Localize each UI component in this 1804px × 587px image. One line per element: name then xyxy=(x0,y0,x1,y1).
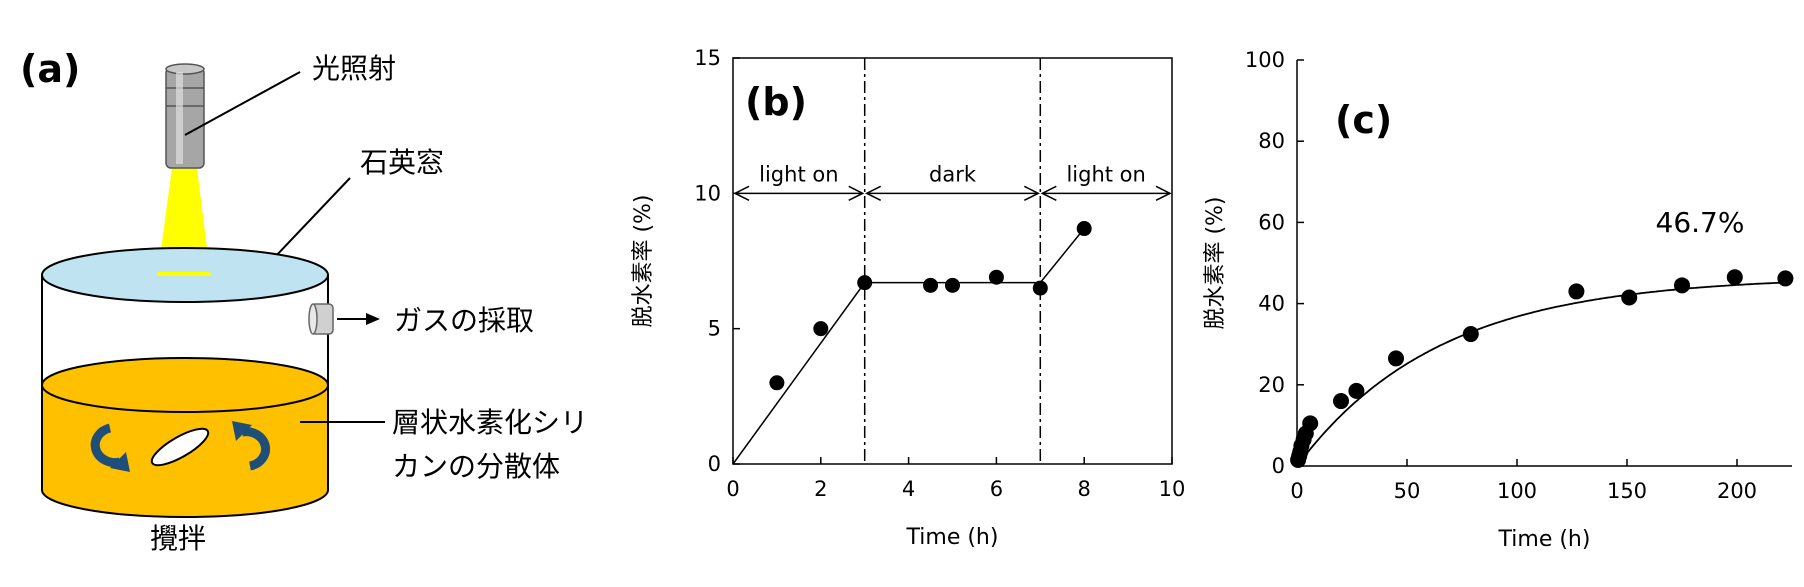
x-tick-label: 50 xyxy=(1394,479,1421,503)
x-tick-label: 0 xyxy=(1290,479,1303,503)
liquid-surface xyxy=(41,357,329,413)
data-point xyxy=(1388,350,1404,367)
fit-curve xyxy=(1296,281,1786,467)
fit-line xyxy=(732,228,1085,465)
phase-arrowhead xyxy=(1040,185,1057,202)
y-tick-label: 10 xyxy=(694,181,721,205)
panel-letter-a: (a) xyxy=(20,47,80,91)
y-tick-label: 15 xyxy=(694,46,721,70)
data-point xyxy=(945,277,960,293)
x-tick-label: 4 xyxy=(902,477,915,501)
y-tick-label: 60 xyxy=(1258,210,1285,234)
plot-frame xyxy=(732,57,1173,465)
data-point xyxy=(813,321,829,337)
dispersion-label-line2: カンの分散体 xyxy=(392,450,560,483)
chart-c: 0 50 100 150 200 0 20 40 60 80 100 Time (h) 脱水素率 (%)… xyxy=(1203,48,1794,552)
schematic-panel: (a) xyxy=(20,47,588,555)
data-point xyxy=(857,275,873,291)
data-point xyxy=(1674,277,1690,294)
phase-arrowhead xyxy=(1155,185,1172,202)
chart-b: 0 2 4 6 8 10 0 5 10 15 Time (h) 脱水素率 (%) (b) light on… xyxy=(631,46,1185,550)
y-tick-label: 80 xyxy=(1258,129,1285,153)
rotation-arrow-left-icon xyxy=(90,423,130,472)
x-tick-label: 10 xyxy=(1159,477,1186,501)
data-point xyxy=(1302,415,1319,432)
phase-label: dark xyxy=(929,162,977,186)
data-point xyxy=(923,277,939,293)
panel-letter-b: (b) xyxy=(745,80,807,124)
x-tick-label: 100 xyxy=(1497,479,1537,503)
phase-arrowhead xyxy=(1023,185,1040,202)
y-axis-label: 脱水素率 (%) xyxy=(1203,196,1228,329)
y-tick-label: 5 xyxy=(708,317,721,341)
stirring-label: 攪拌 xyxy=(150,522,206,555)
x-tick-label: 8 xyxy=(1078,477,1091,501)
data-point xyxy=(1568,283,1585,300)
y-axis-label: 脱水素率 (%) xyxy=(631,194,656,327)
lamp-icon xyxy=(165,63,205,169)
data-point xyxy=(1333,393,1349,410)
phase-arrowhead xyxy=(865,185,882,202)
data-point xyxy=(1032,280,1048,296)
data-point xyxy=(1462,326,1479,343)
y-tick-label: 0 xyxy=(1272,454,1285,478)
rotation-arrow-right-icon xyxy=(232,421,270,471)
data-point xyxy=(1076,221,1092,237)
data-point xyxy=(988,269,1004,285)
x-tick-label: 6 xyxy=(990,477,1003,501)
x-tick-label: 0 xyxy=(726,477,739,501)
y-tick-label: 0 xyxy=(708,452,721,476)
data-point xyxy=(1348,382,1365,399)
data-point xyxy=(1777,270,1794,287)
gas-port-icon xyxy=(308,303,334,335)
phase-label: light on xyxy=(1066,162,1145,186)
data-point xyxy=(769,375,785,391)
x-tick-label: 200 xyxy=(1717,479,1757,503)
panel-letter-c: (c) xyxy=(1335,98,1392,142)
light-label: 光照射 xyxy=(312,52,396,85)
y-tick-label: 40 xyxy=(1258,292,1285,316)
x-axis-label: Time (h) xyxy=(1498,527,1591,552)
dispersion-label-line1: 層状水素化シリ xyxy=(392,406,588,439)
y-tick-label: 100 xyxy=(1245,48,1285,72)
x-tick-label: 150 xyxy=(1607,479,1647,503)
y-tick-label: 20 xyxy=(1258,373,1285,397)
phase-label: light on xyxy=(759,162,838,186)
window-label: 石英窓 xyxy=(360,146,444,179)
data-point xyxy=(1726,269,1743,286)
x-axis-label: Time (h) xyxy=(906,525,999,550)
light-leader-line xyxy=(184,71,301,136)
phase-arrowhead xyxy=(733,185,750,202)
x-tick-label: 2 xyxy=(814,477,827,501)
light-beam xyxy=(158,168,210,272)
gas-label: ガスの採取 xyxy=(394,304,534,337)
stir-bar xyxy=(150,427,210,467)
plateau-annotation: 46.7% xyxy=(1656,206,1745,239)
phase-arrowhead xyxy=(848,185,865,202)
data-point xyxy=(1621,289,1638,306)
